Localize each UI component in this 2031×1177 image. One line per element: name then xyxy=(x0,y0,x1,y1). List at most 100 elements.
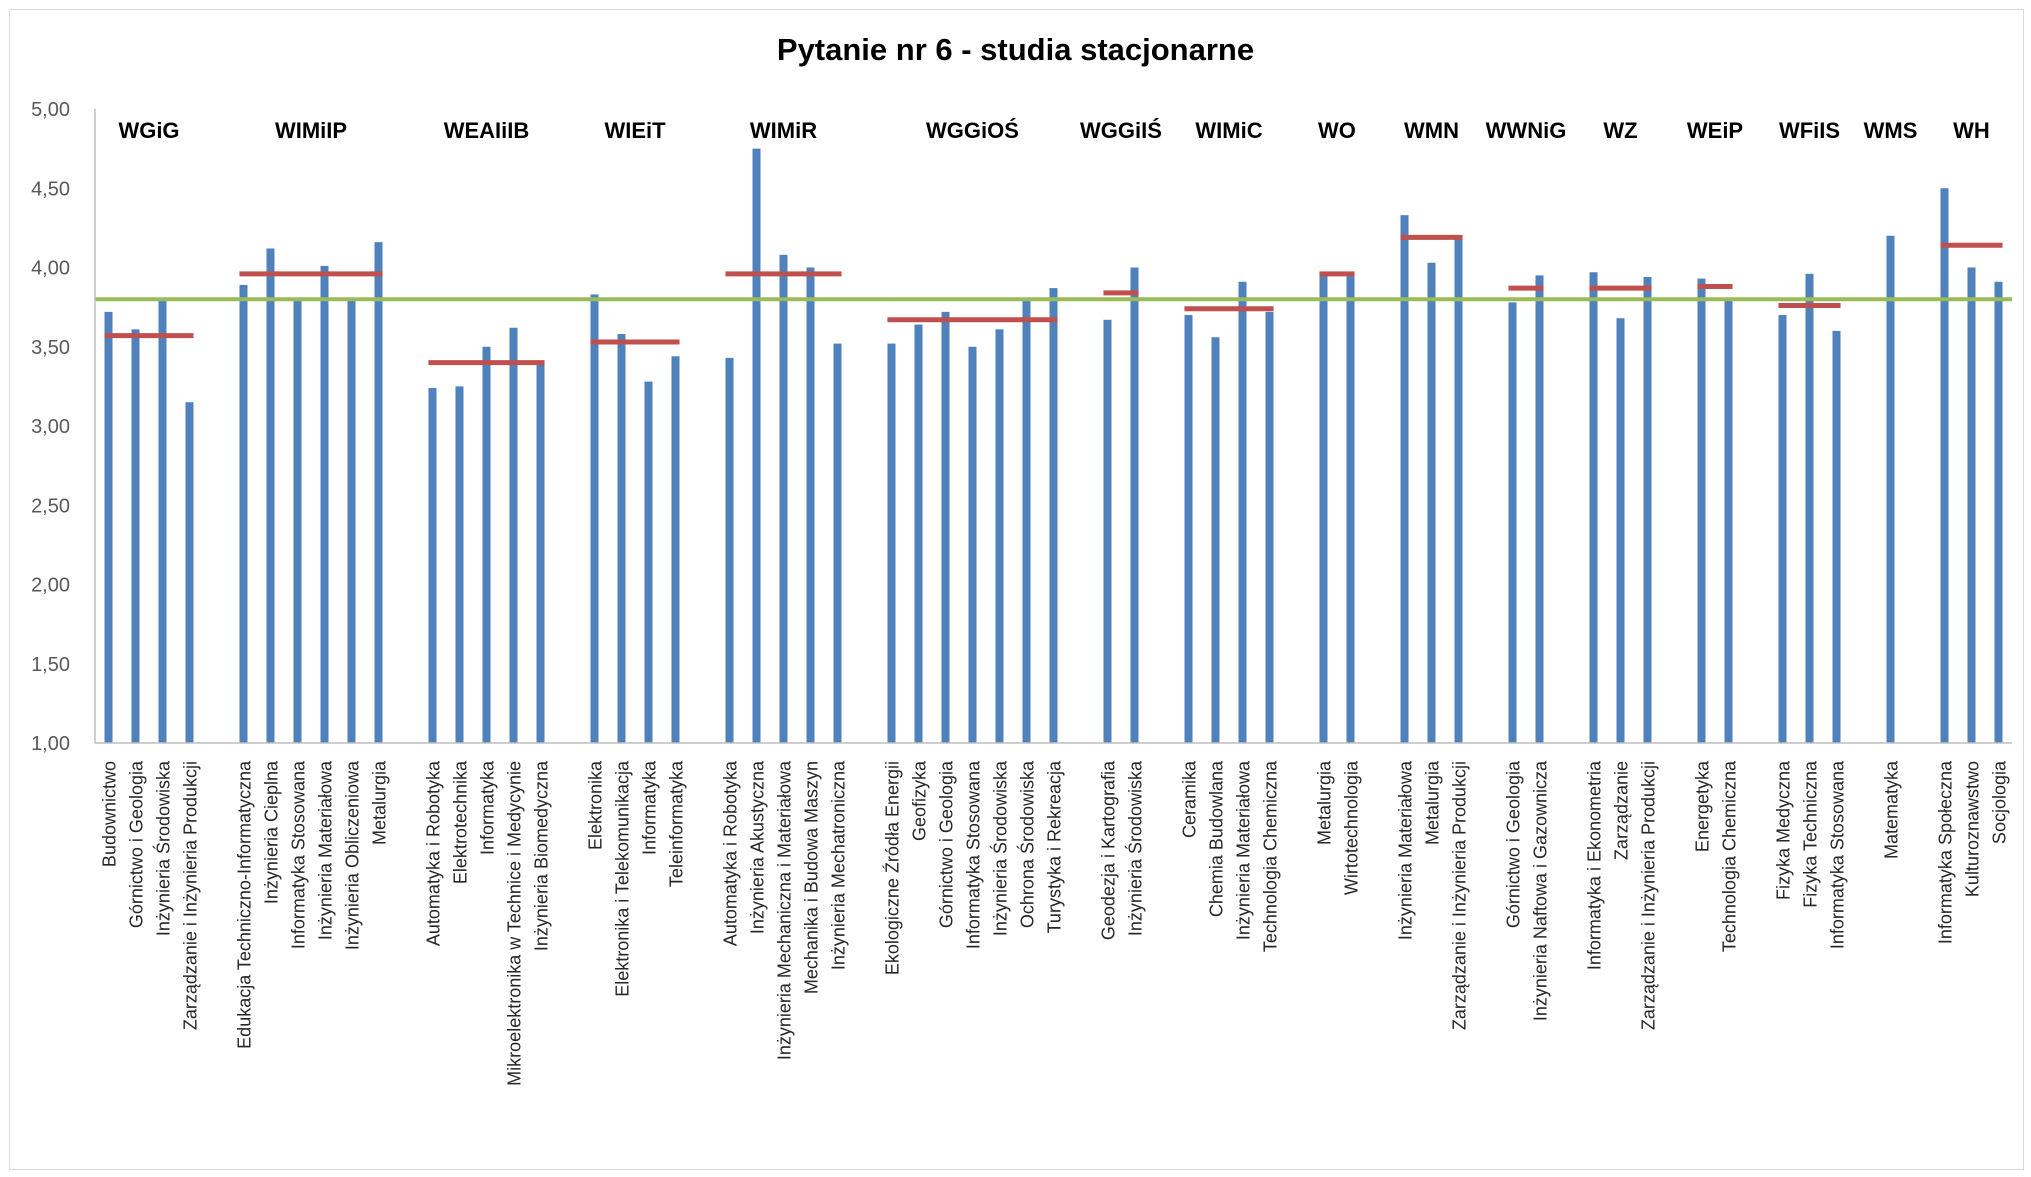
bar xyxy=(455,386,464,743)
x-tick-label: Inżynieria Materiałowa xyxy=(316,760,336,940)
x-tick-label: Ekologiczne Źródła Energii xyxy=(883,761,903,975)
bar xyxy=(1967,267,1976,743)
faculty-label: WO xyxy=(1318,118,1356,143)
x-tick-label: Fizyka Medyczna xyxy=(1774,760,1794,900)
x-tick-label: Socjologia xyxy=(1990,760,2010,844)
bar xyxy=(1238,281,1247,743)
x-tick-label: Technologia Chemiczna xyxy=(1720,760,1740,952)
bar xyxy=(887,343,896,743)
x-tick-label: Energetyka xyxy=(1693,760,1713,852)
bar xyxy=(1130,267,1139,743)
bar xyxy=(1589,272,1598,743)
bar xyxy=(1778,315,1787,743)
y-tick-label: 3,00 xyxy=(31,416,70,438)
x-tick-label: Zarządzanie i Inżynieria Produkcji xyxy=(1639,761,1659,1030)
x-tick-label: Inżynieria Środowiska xyxy=(153,760,174,936)
bar xyxy=(374,242,383,743)
bar xyxy=(914,324,923,743)
faculty-label: WIMiC xyxy=(1195,118,1262,143)
bar xyxy=(1427,262,1436,743)
bar xyxy=(1049,288,1058,743)
faculty-label: WMS xyxy=(1864,118,1918,143)
x-tick-label: Mikroelektronika w Technice i Medycynie xyxy=(505,761,525,1086)
y-tick-label: 1,50 xyxy=(31,654,70,676)
x-tick-label: Inżynieria Naftowa i Gazownicza xyxy=(1531,760,1551,1021)
faculty-label: WIEiT xyxy=(604,118,666,143)
bar xyxy=(1940,188,1949,743)
x-tick-label: Zarządzanie i Inżynieria Produkcji xyxy=(181,761,201,1030)
x-tick-label: Elektrotechnika xyxy=(451,760,471,884)
x-tick-label: Edukacja Techniczno-Informatyczna xyxy=(235,760,255,1049)
bar xyxy=(1265,311,1274,743)
bar xyxy=(1616,318,1625,743)
x-tick-label: Informatyka Społeczna xyxy=(1936,760,1956,944)
bar xyxy=(347,299,356,743)
bar xyxy=(320,265,329,743)
faculty-label: WEiP xyxy=(1687,118,1743,143)
x-tick-label: Elektronika i Telekomunikacja xyxy=(613,760,633,997)
faculty-label: WEAIiIB xyxy=(444,118,530,143)
bar xyxy=(1994,281,2003,743)
x-tick-label: Teleinformatyka xyxy=(667,760,687,887)
bar xyxy=(482,346,491,743)
bar xyxy=(158,299,167,743)
bar xyxy=(644,381,653,743)
bar xyxy=(104,311,113,743)
faculty-label: WGiG xyxy=(118,118,179,143)
x-tick-label: Chemia Budowlana xyxy=(1207,760,1227,917)
bar xyxy=(1805,273,1814,743)
y-tick-label: 1,00 xyxy=(31,733,70,755)
y-tick-label: 2,00 xyxy=(31,575,70,597)
bar xyxy=(779,254,788,743)
x-tick-label: Inżynieria Obliczeniowa xyxy=(343,760,363,950)
bar xyxy=(239,284,248,743)
x-tick-label: Elektronika xyxy=(586,760,606,850)
y-tick-label: 4,00 xyxy=(31,258,70,280)
x-tick-label: Fizyka Techniczna xyxy=(1801,760,1821,908)
bar xyxy=(1508,302,1517,743)
x-tick-label: Informatyka Stosowana xyxy=(289,760,309,949)
faculty-label: WZ xyxy=(1603,118,1637,143)
x-tick-label: Geodezja i Kartografia xyxy=(1099,760,1119,940)
x-tick-label: Inżynieria Materiałowa xyxy=(1234,760,1254,940)
bar xyxy=(1022,299,1031,743)
bar xyxy=(1184,315,1193,743)
x-tick-label: Inżynieria Środowiska xyxy=(990,760,1011,936)
bar xyxy=(752,148,761,743)
x-tick-label: Informatyka xyxy=(478,760,498,855)
x-tick-label: Górnictwo i Geologia xyxy=(1504,760,1524,928)
x-tick-label: Metalurgia xyxy=(1423,760,1443,845)
y-tick-label: 3,50 xyxy=(31,337,70,359)
x-tick-label: Inżynieria Materiałowa xyxy=(1396,760,1416,940)
x-tick-label: Informatyka Stosowana xyxy=(1828,760,1848,949)
bar xyxy=(131,329,140,743)
bar xyxy=(833,343,842,743)
bar xyxy=(806,267,815,743)
x-tick-label: Kulturoznawstwo xyxy=(1963,761,1983,897)
x-tick-label: Górnictwo i Geologia xyxy=(127,760,147,928)
bar xyxy=(509,327,518,743)
bar xyxy=(671,356,680,743)
x-tick-label: Turystyka i Rekreacja xyxy=(1045,760,1065,933)
faculty-label: WIMiIP xyxy=(275,118,347,143)
bar xyxy=(1697,278,1706,743)
chart-frame xyxy=(9,9,2024,1170)
x-tick-label: Wirtotechnologia xyxy=(1342,760,1362,895)
x-tick-label: Matematyka xyxy=(1882,760,1902,859)
bar xyxy=(1319,275,1328,743)
x-tick-label: Informatyka i Ekonometria xyxy=(1585,760,1605,970)
bar xyxy=(1400,215,1409,743)
x-tick-label: Budownictwo xyxy=(100,761,120,867)
bar xyxy=(1211,337,1220,743)
bar xyxy=(617,334,626,743)
bar xyxy=(941,311,950,743)
x-tick-label: Inżynieria Akustyczna xyxy=(748,760,768,934)
faculty-label: WH xyxy=(1953,118,1990,143)
x-tick-label: Technologia Chemiczna xyxy=(1261,760,1281,952)
x-tick-label: Zarządzanie i Inżynieria Produkcji xyxy=(1450,761,1470,1030)
y-tick-label: 5,00 xyxy=(31,99,70,121)
x-tick-label: Inżynieria Cieplna xyxy=(262,760,282,904)
bar xyxy=(536,362,545,743)
x-tick-label: Informatyka Stosowana xyxy=(964,760,984,949)
x-tick-label: Metalurgia xyxy=(1315,760,1335,845)
